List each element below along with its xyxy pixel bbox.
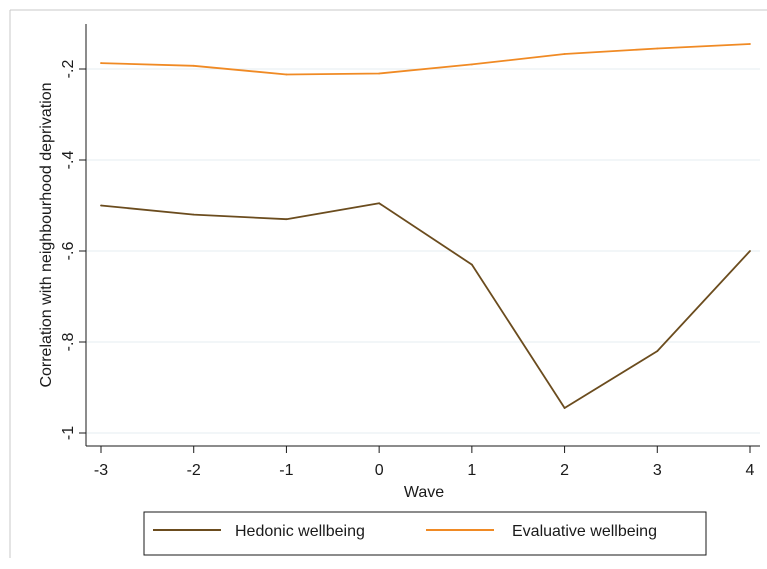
y-axis-label: Correlation with neighbourhood deprivati… [38,82,55,387]
data-point-evaluative [378,72,381,75]
x-tick-label: 4 [746,462,755,479]
data-point-hedonic [378,202,381,205]
x-tick-label: -2 [187,462,201,479]
data-point-hedonic [656,350,659,352]
x-tick-label: 0 [375,462,384,479]
legend-label-evaluative: Evaluative wellbeing [512,523,657,540]
legend-label-hedonic: Hedonic wellbeing [235,523,365,540]
data-point-evaluative [563,53,566,55]
y-tick-label: -.8 [60,333,77,352]
data-point-evaluative [285,73,288,76]
legend-box [143,511,707,556]
series-line-hedonic [100,202,751,409]
y-tick-label: -.2 [60,60,77,79]
data-point-evaluative [100,62,102,64]
data-point-hedonic [285,218,288,221]
data-point-hedonic [749,250,751,252]
series-line-evaluative [100,43,751,76]
x-tick-label: -3 [94,462,108,479]
axes: -.2 -.4 -.6 -.8 -1 -3 -2 -1 0 1 2 3 4 [60,24,760,479]
data-point-hedonic [563,407,566,409]
x-tick-label: -1 [279,462,293,479]
data-point-hedonic [470,263,473,266]
data-point-evaluative [192,64,195,67]
data-point-evaluative [470,63,473,66]
series-lines [100,43,751,409]
data-point-evaluative [749,43,751,45]
legend: Hedonic wellbeing Evaluative wellbeing [143,511,707,556]
x-tick-label: 3 [653,462,662,479]
y-tick-label: -1 [60,426,77,440]
data-point-hedonic [192,213,195,216]
y-tick-label: -.6 [60,242,77,261]
x-tick-label: 1 [467,462,476,479]
x-axis-label: Wave [404,484,444,501]
data-point-evaluative [656,47,659,50]
x-tick-label: 2 [560,462,569,479]
y-tick-label: -.4 [60,151,77,170]
data-point-hedonic [100,204,102,207]
